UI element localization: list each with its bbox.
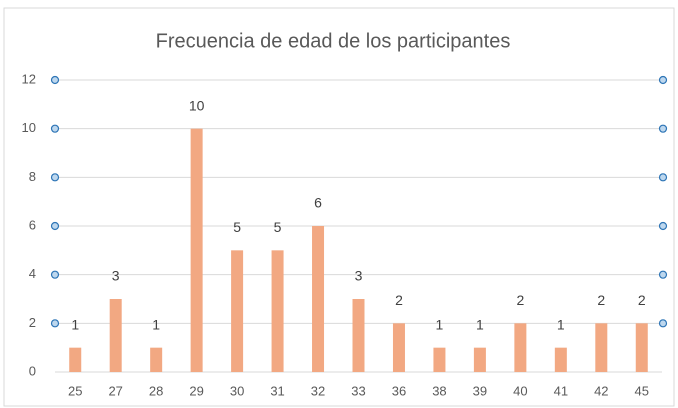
x-tick-label: 40 [513,383,527,398]
selection-handle [658,270,668,279]
data-label: 2 [395,292,403,308]
x-tick-label: 29 [189,383,203,398]
bar [352,299,365,372]
bar [433,347,446,372]
data-label: 1 [476,316,484,332]
bar [271,250,284,372]
bar [554,347,567,372]
x-tick-label: 27 [108,383,122,398]
x-tick-label: 36 [392,383,406,398]
x-tick-label: 32 [311,383,325,398]
bar [150,347,163,372]
selection-handle [658,75,668,85]
x-tick-label: 39 [473,383,487,398]
data-label: 10 [189,97,205,113]
y-tick-label: 0 [29,363,36,378]
selection-handle [50,221,60,231]
data-label: 1 [436,316,444,332]
x-tick-label: 28 [149,383,163,398]
x-tick-label: 41 [554,383,568,398]
x-tick-label: 45 [635,383,649,398]
selection-handle [50,75,60,85]
data-label: 2 [516,292,524,308]
selection-handle [658,221,668,231]
selection-handle [50,270,60,279]
bar [109,299,122,372]
chart-frame [3,7,675,407]
data-label: 5 [233,219,241,235]
selection-handle [50,319,60,328]
selection-handle [658,319,668,328]
y-tick-label: 4 [29,266,36,281]
x-tick-label: 25 [68,383,82,398]
data-label: 3 [355,268,363,284]
selection-handle [658,173,668,182]
y-tick-label: 2 [29,315,36,330]
bar [595,323,608,372]
y-tick-label: 6 [29,217,36,232]
y-tick-label: 12 [22,71,36,86]
bar [473,347,486,372]
data-label: 1 [152,316,160,332]
bar [190,128,203,372]
bar [312,226,325,372]
chart-title: Frecuencia de edad de los participantes [156,30,511,52]
selection-handle [50,124,60,133]
data-label: 3 [112,268,120,284]
x-tick-label: 33 [351,383,365,398]
bar [635,323,648,372]
bar [69,347,82,372]
data-label: 2 [638,292,646,308]
y-tick-label: 10 [22,120,36,135]
data-label: 1 [71,316,79,332]
x-tick-label: 31 [270,383,284,398]
data-label: 2 [597,292,605,308]
x-tick-label: 38 [432,383,446,398]
selection-handle [658,124,668,133]
bar [392,323,405,372]
data-label: 5 [274,219,282,235]
bar [231,250,244,372]
bar [514,323,527,372]
selection-handle [50,173,60,182]
y-tick-label: 8 [29,169,36,184]
data-label: 1 [557,316,565,332]
x-tick-label: 42 [594,383,608,398]
data-label: 6 [314,195,322,211]
x-tick-label: 30 [230,383,244,398]
